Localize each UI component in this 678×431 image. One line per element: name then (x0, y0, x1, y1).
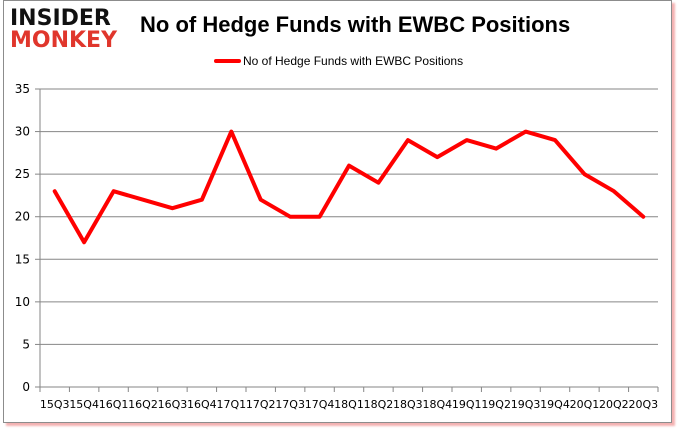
x-tick-label: 17Q2 (246, 398, 276, 411)
y-tick-label: 15 (15, 252, 30, 266)
x-tick-label: 20Q1 (570, 398, 600, 411)
grid-lines (40, 88, 658, 345)
y-tick-label: 5 (22, 337, 30, 351)
x-tick-label: 18Q3 (393, 398, 423, 411)
x-tick-label: 19Q1 (452, 398, 482, 411)
x-tick-label: 18Q2 (364, 398, 394, 411)
x-tick-label: 19Q4 (540, 398, 570, 411)
legend-label: No of Hedge Funds with EWBC Positions (243, 54, 464, 68)
y-tick-label: 30 (15, 125, 30, 139)
logo-line-1: INSIDER (10, 6, 111, 31)
chart-legend: No of Hedge Funds with EWBC Positions (214, 54, 463, 68)
x-tick-label: 15Q3 (40, 398, 70, 411)
axes (35, 88, 659, 392)
y-tick-label: 0 (22, 380, 30, 394)
x-tick-label: 16Q4 (187, 398, 217, 411)
y-tick-label: 10 (15, 295, 30, 309)
chart-title: No of Hedge Funds with EWBC Positions (140, 12, 571, 37)
y-tick-label: 25 (15, 167, 30, 181)
x-tick-label: 17Q3 (275, 398, 305, 411)
y-tick-label: 20 (15, 210, 30, 224)
x-axis-ticks: 15Q3 15Q4 16Q1 16Q2 16Q3 16Q4 17Q1 17Q2 17Q3 17Q4… (40, 398, 658, 411)
y-tick-label: 35 (15, 82, 30, 96)
x-tick-label: 18Q4 (422, 398, 452, 411)
legend-swatch-icon (214, 59, 241, 63)
x-tick-label: 19Q3 (511, 398, 541, 411)
x-tick-label: 17Q1 (216, 398, 246, 411)
x-tick-label: 17Q4 (305, 398, 335, 411)
logo-line-2: MONKEY (10, 28, 118, 53)
x-tick-label: 19Q2 (481, 398, 511, 411)
insider-monkey-logo: INSIDER MONKEY (10, 8, 125, 54)
x-tick-label: 20Q3 (628, 398, 658, 411)
x-tick-label: 16Q3 (158, 398, 188, 411)
x-tick-label: 16Q1 (99, 398, 129, 411)
x-tick-label: 16Q2 (128, 398, 158, 411)
chart-frame (3, 0, 672, 423)
y-axis-ticks: 0 5 10 15 20 25 30 35 (15, 82, 30, 394)
x-tick-label: 20Q2 (599, 398, 629, 411)
series-line (52, 129, 646, 245)
x-tick-label: 18Q1 (334, 398, 364, 411)
x-tick-label: 15Q4 (69, 398, 99, 411)
